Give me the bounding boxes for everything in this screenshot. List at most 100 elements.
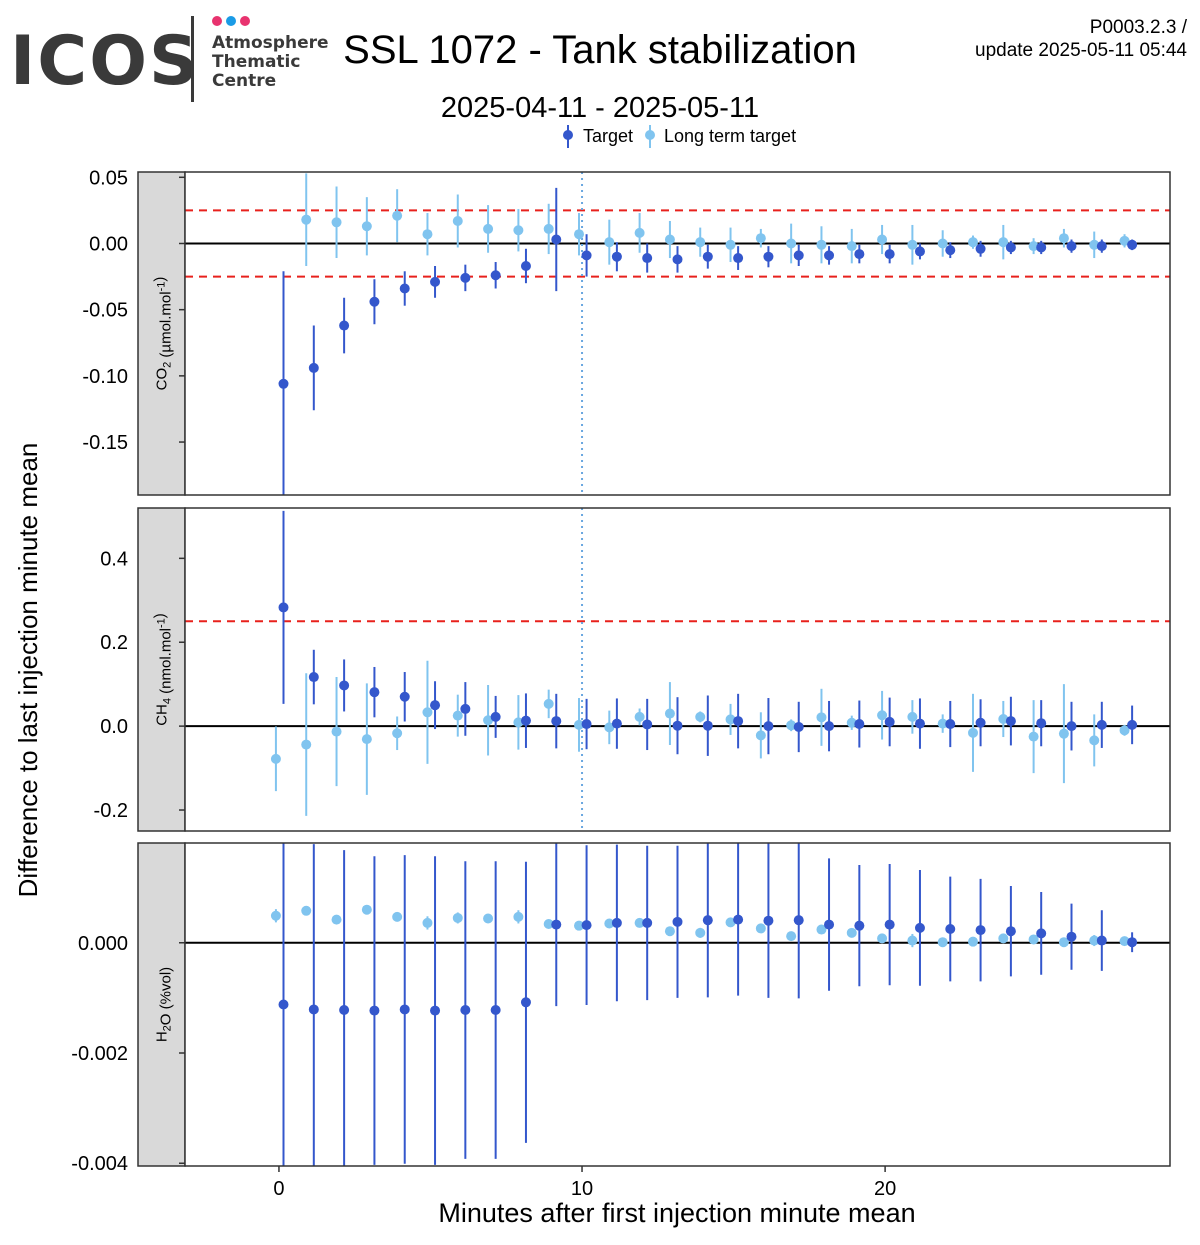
data-point bbox=[1096, 719, 1107, 730]
panel-frame bbox=[184, 507, 1171, 832]
data-point bbox=[581, 920, 592, 931]
data-point bbox=[846, 241, 857, 252]
data-point bbox=[634, 917, 645, 928]
data-point bbox=[604, 722, 615, 733]
data-point bbox=[513, 717, 524, 728]
data-point bbox=[1089, 735, 1100, 746]
data-point bbox=[695, 711, 706, 722]
y-tick-label: -0.002 bbox=[71, 1043, 128, 1065]
panel-plot-area bbox=[185, 172, 1170, 495]
data-point bbox=[725, 917, 736, 928]
data-point bbox=[483, 715, 494, 726]
data-point bbox=[574, 229, 584, 240]
data-point bbox=[945, 719, 956, 730]
data-point bbox=[763, 721, 774, 732]
data-point bbox=[611, 718, 622, 729]
y-axis-title: Difference to last injection minute mean bbox=[13, 443, 43, 898]
data-point bbox=[914, 922, 925, 933]
data-point bbox=[1127, 937, 1138, 948]
panel-strip bbox=[137, 842, 186, 1167]
data-point bbox=[914, 718, 925, 729]
data-point bbox=[301, 214, 312, 225]
y-tick-label: -0.2 bbox=[94, 800, 128, 822]
data-point bbox=[998, 237, 1009, 248]
chart-title: SSL 1072 - Tank stabilization bbox=[343, 28, 857, 72]
update-label: update 2025-05-11 05:44 bbox=[975, 40, 1187, 61]
y-tick-label: -0.004 bbox=[71, 1153, 128, 1175]
logo-dot bbox=[240, 16, 250, 26]
data-point bbox=[998, 933, 1009, 944]
x-tick-label: 20 bbox=[874, 1178, 896, 1200]
data-point bbox=[611, 251, 622, 262]
data-point bbox=[937, 937, 948, 948]
data-point bbox=[513, 911, 524, 922]
logo-dot bbox=[212, 16, 222, 26]
panel-marks bbox=[185, 172, 1170, 495]
panel-1: CO2 (µmol.mol-1) 0.05 0.00 -0.05 -0.10 -0.15 bbox=[82, 167, 1171, 496]
panel-frame bbox=[184, 171, 1171, 496]
y-tick-label: 0.2 bbox=[100, 632, 128, 654]
data-point bbox=[490, 270, 501, 281]
logo-line-2: Thematic bbox=[212, 52, 300, 72]
data-point bbox=[854, 249, 865, 260]
data-point bbox=[430, 700, 441, 711]
panel-strip bbox=[137, 171, 186, 496]
x-tick-label: 10 bbox=[571, 1178, 593, 1200]
data-point bbox=[672, 254, 683, 265]
y-tick-label: 0.0 bbox=[100, 716, 128, 738]
data-point bbox=[551, 919, 562, 930]
panel-strip bbox=[137, 507, 186, 832]
panel-strip-label: CH4 (nmol.mol-1) bbox=[152, 613, 175, 726]
y-tick-label: 0.00 bbox=[89, 233, 128, 255]
y-tick-label: 0.05 bbox=[89, 167, 128, 189]
data-point bbox=[399, 283, 410, 294]
data-point bbox=[634, 711, 645, 722]
data-point bbox=[937, 718, 948, 729]
data-point bbox=[339, 1005, 350, 1016]
data-point bbox=[733, 716, 744, 727]
logo-line-3: Centre bbox=[212, 71, 276, 91]
data-point bbox=[460, 703, 471, 714]
data-point bbox=[877, 933, 888, 944]
code-label: P0003.2.3 / bbox=[1090, 17, 1188, 38]
data-point bbox=[1058, 937, 1069, 948]
data-point bbox=[1119, 936, 1130, 947]
data-point bbox=[452, 215, 463, 226]
data-point bbox=[1127, 719, 1138, 730]
data-point bbox=[520, 260, 531, 271]
data-point bbox=[763, 251, 774, 262]
data-point bbox=[278, 602, 289, 613]
data-point bbox=[574, 920, 584, 931]
data-point bbox=[642, 917, 653, 928]
series-long-term-target bbox=[270, 904, 1130, 948]
data-point bbox=[543, 698, 554, 709]
legend-target-label: Target bbox=[583, 126, 633, 146]
data-point bbox=[884, 249, 895, 260]
series-target bbox=[278, 843, 1138, 1166]
data-point bbox=[1028, 241, 1039, 252]
data-point bbox=[725, 714, 736, 725]
data-point bbox=[369, 1005, 380, 1016]
panel-frame bbox=[184, 842, 1171, 1167]
data-point bbox=[551, 716, 562, 727]
legend-long-term-key bbox=[645, 130, 655, 140]
data-point bbox=[998, 713, 1009, 724]
data-point bbox=[695, 237, 706, 248]
chart-subtitle: 2025-04-11 - 2025-05-11 bbox=[441, 92, 759, 124]
data-point bbox=[369, 687, 380, 698]
data-point bbox=[854, 719, 865, 730]
data-point bbox=[520, 715, 531, 726]
data-point bbox=[1089, 935, 1100, 946]
data-point bbox=[702, 720, 713, 731]
data-point bbox=[1096, 241, 1107, 252]
data-point bbox=[520, 997, 531, 1008]
panel-plot-area bbox=[185, 508, 1170, 831]
data-point bbox=[1066, 931, 1077, 942]
data-point bbox=[392, 210, 403, 221]
data-point bbox=[937, 238, 948, 249]
data-point bbox=[816, 712, 827, 723]
y-tick-label: 0.4 bbox=[100, 548, 128, 570]
panel-strip-label: H2O (%vol) bbox=[154, 967, 175, 1042]
data-point bbox=[793, 250, 804, 261]
data-point bbox=[1036, 718, 1047, 729]
